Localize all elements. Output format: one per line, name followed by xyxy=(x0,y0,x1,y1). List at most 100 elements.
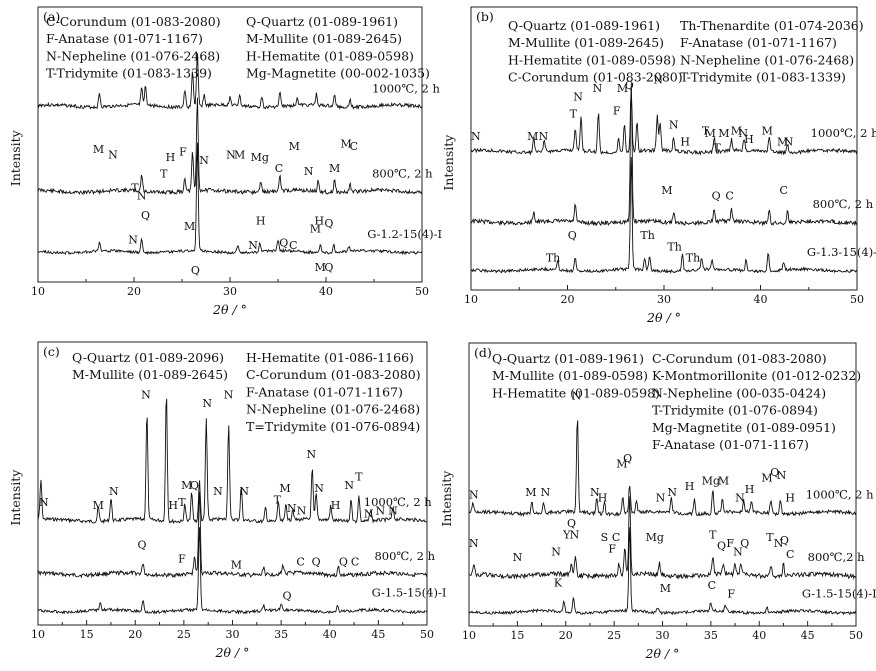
panel-4-peak-label: M xyxy=(616,458,627,471)
panel-3-xtick-label: 30 xyxy=(226,628,240,641)
panel-4-peak-label: Q xyxy=(623,452,632,465)
panel-2-peak-label: N xyxy=(738,127,748,140)
panel-1-peak-label: M xyxy=(341,137,352,150)
panel-3-peak-label: N xyxy=(141,389,151,402)
panel-4-peak-label: C xyxy=(708,579,716,592)
panel-4-peak-label: C xyxy=(612,531,620,544)
panel-4-legend-entry: H-Hematite (01-089-0598) xyxy=(492,385,660,400)
panel-2-peak-label: C xyxy=(779,184,787,197)
panel-1-peak-label: N xyxy=(304,165,314,178)
panel-3-peak-label: T xyxy=(274,493,282,506)
panel-4-legend-entry: M-Mullite (01-089-0598) xyxy=(492,368,648,383)
panel-2-peak-label: T xyxy=(570,107,578,120)
panel-4-legend-entry: K-Montmorillonite (01-012-0232) xyxy=(652,368,861,383)
panel-3-peak-label: Q xyxy=(312,556,321,569)
panel-3-xtick-label: 20 xyxy=(128,628,142,641)
panel-2-peak-label: M xyxy=(661,184,672,197)
panel-4-peak-label: M xyxy=(761,472,772,485)
panel-4-series-label: G-1.5-15(4)-II xyxy=(802,587,876,601)
panel-2-legend-entry: F-Anatase (01-071-1167) xyxy=(680,35,837,50)
panel-2-peak-label: T xyxy=(713,141,721,154)
panel-2-series-label: 800℃, 2 h xyxy=(813,197,874,211)
panel-3-xtick-label: 40 xyxy=(323,628,337,641)
panel-4-peak-label: Q xyxy=(770,466,779,479)
panel-1-peak-label: M xyxy=(184,220,195,233)
panel-4: (d) Q-Quartz (01-089-1961) M-Mullite (01-0… xyxy=(439,342,876,661)
panel-4-peak-label: Q xyxy=(567,517,576,530)
panel-3-xtick-label: 15 xyxy=(80,628,94,641)
panel-4-peak-label: N xyxy=(667,486,677,499)
panel-2-legend-entry: H-Hematite (01-089-0598) xyxy=(508,52,676,67)
panel-4-peak-label: F xyxy=(608,542,616,555)
panel-3-peak-label: N xyxy=(239,485,249,498)
panel-3-peak-label: N xyxy=(287,502,297,515)
panel-4-peak-label: N xyxy=(541,486,551,499)
panel-4-xtick-label: 10 xyxy=(462,629,476,642)
panel-4-peak-label: N xyxy=(733,545,743,558)
panel-4-ylabel: Intensity xyxy=(439,470,454,527)
panel-3-peak-label: N xyxy=(224,389,234,402)
panel-3: (c) Q-Quartz (01-089-2096) M-Mullite (01-0… xyxy=(8,341,447,660)
panel-4-xlabel: 2θ / ° xyxy=(645,646,680,661)
panel-1-peak-label: C xyxy=(350,140,358,153)
panel-2-legend-entry: N-Nepheline (01-076-2468) xyxy=(680,52,854,67)
panel-3-peak-label: N xyxy=(109,485,119,498)
panel-4-peak-label: N xyxy=(590,486,600,499)
panel-2-peak-label: Th xyxy=(686,252,700,265)
panel-4-peak-label: H xyxy=(598,491,608,504)
panel-1-peak-label: N xyxy=(248,239,258,252)
panel-2-peak-label: Th xyxy=(640,229,654,242)
panel-3-peak-label: C xyxy=(351,556,359,569)
panel-2-xlabel: 2θ / ° xyxy=(646,310,681,325)
panel-1-series-1-trace xyxy=(37,53,423,110)
panel-4-peak-label: T xyxy=(766,531,774,544)
panel-3-peak-label: Q xyxy=(190,479,199,492)
panel-4-peak-label: N xyxy=(513,551,523,564)
panel-4-peak-label: Mg xyxy=(702,475,720,488)
panel-3-series-label: 800℃, 2 h xyxy=(374,549,435,563)
panel-4-xtick-label: 30 xyxy=(656,629,670,642)
panel-4-series-2-trace xyxy=(468,496,857,581)
panel-4-legend-entry: N-Nepheline (00-035-0424) xyxy=(652,385,826,400)
panel-2-series-1-trace xyxy=(470,90,858,156)
panel-1-peak-label: Q xyxy=(141,209,150,222)
panel-1-peak-label: H xyxy=(314,214,324,227)
panel-4-xtick-label: 15 xyxy=(510,629,524,642)
panel-2-peak-label: M xyxy=(527,130,538,143)
panel-1-xlabel: 2θ / ° xyxy=(212,302,247,317)
panel-3-series-label: G-1.5-15(4)-I xyxy=(372,586,447,600)
panel-3-xtick-label: 45 xyxy=(371,628,385,641)
panel-2-peak-label: M xyxy=(731,124,742,137)
panel-1-peak-label: N xyxy=(128,234,138,247)
panel-2-peak-label: N xyxy=(653,73,663,86)
panel-3-peak-label: N xyxy=(314,482,324,495)
panel-3-peak-label: Q xyxy=(339,556,348,569)
panel-3-peak-label: T xyxy=(355,471,363,484)
panel-2-peak-label: N xyxy=(573,90,583,103)
panel-1-peak-label: M xyxy=(93,143,104,156)
panel-3-label: (c) xyxy=(43,344,60,359)
panel-3-legend-entry: T=Tridymite (01-076-0894) xyxy=(246,419,420,434)
panel-2-peak-label: M xyxy=(705,127,716,140)
panel-4-peak-label: H xyxy=(685,480,695,493)
panel-2-legend-entry: M-Mullite (01-089-2645) xyxy=(508,35,664,50)
panel-3-peak-label: F xyxy=(178,553,186,566)
panel-1-peak-label: M xyxy=(234,148,245,161)
panel-4-peak-label: N xyxy=(469,537,479,550)
panel-2-series-3-trace xyxy=(470,157,858,275)
panel-2-xtick-label: 20 xyxy=(561,293,575,306)
panel-4-series-label: 1000℃, 2 h xyxy=(806,488,874,502)
panel-1-peak-label: F xyxy=(179,146,187,159)
panel-3-legend-entry: Q-Quartz (01-089-2096) xyxy=(72,350,224,365)
panel-3-legend-entry: H-Hematite (01-086-1166) xyxy=(246,350,414,365)
panel-3-peak-label: N xyxy=(376,505,386,518)
panel-4-series-label: 800℃,2 h xyxy=(808,550,865,564)
panel-1-xtick-label: 20 xyxy=(127,285,141,298)
panel-3-peak-label: N xyxy=(297,505,307,518)
panel-3-series-2-trace xyxy=(37,491,428,579)
panel-2-peak-label: M xyxy=(617,82,628,95)
panel-2-peak-label: H xyxy=(744,133,754,146)
panel-4-xtick-label: 25 xyxy=(607,629,621,642)
panel-2-peak-label: N xyxy=(669,119,679,132)
panel-4-peak-label: N xyxy=(570,528,580,541)
